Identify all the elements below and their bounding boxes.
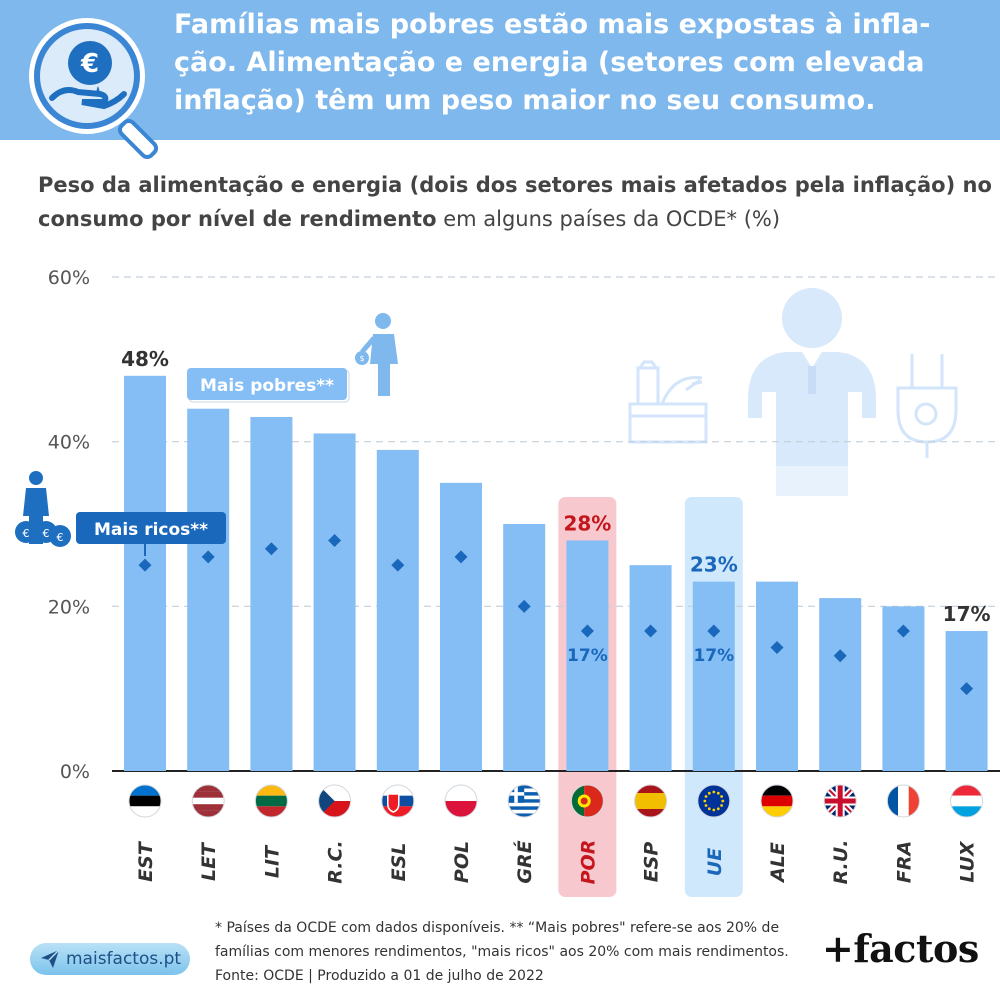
marker-fra — [896, 624, 910, 638]
data-label-ue-poor: 23% — [690, 553, 738, 577]
marker-let — [201, 550, 215, 564]
bar-est — [124, 375, 166, 771]
flag-esl-icon — [381, 784, 415, 818]
person-empty-pockets-icon — [748, 288, 876, 496]
marker-lux — [960, 682, 974, 696]
legend-box-rich — [76, 512, 226, 544]
data-label-por-poor: 28% — [563, 511, 611, 535]
flag-esp-icon — [634, 784, 668, 818]
flag-pol-icon — [444, 784, 478, 818]
svg-text:€: € — [23, 527, 30, 540]
category-label-lux: LUX — [957, 840, 979, 882]
subtitle-normal: em alguns países da OCDE* (%) — [436, 207, 781, 231]
marker-r-c — [328, 533, 342, 547]
category-label-lit: LIT — [261, 844, 283, 878]
bar-r-c — [313, 433, 356, 771]
bar-r-u — [819, 598, 862, 771]
flag-ue-icon — [697, 784, 731, 818]
y-tick-label: 60% — [48, 267, 90, 289]
flag-let-icon — [191, 784, 225, 818]
flag-lit-icon — [254, 784, 288, 818]
magnifier-euro-icon: € — [29, 18, 159, 160]
bar-por — [566, 540, 609, 771]
bar-lux — [945, 631, 988, 771]
svg-text:€: € — [43, 527, 50, 540]
category-label-r-u: R.U. — [830, 840, 852, 885]
marker-pol — [454, 550, 468, 564]
person-with-money-bag-icon: $ — [355, 313, 398, 396]
electric-plug-icon — [896, 354, 958, 458]
data-label-lux-poor: 17% — [943, 602, 991, 626]
marker-lit — [264, 542, 278, 556]
data-label-ue-rich: 17% — [693, 646, 734, 666]
category-label-ale: ALE — [767, 842, 789, 884]
bar-pol — [440, 482, 482, 771]
bar-gre — [503, 524, 546, 771]
category-label-gre: GRÉ — [513, 840, 536, 883]
paper-plane-icon — [41, 949, 60, 968]
flag-est-icon — [128, 784, 162, 818]
marker-esp — [644, 624, 658, 638]
marker-est — [138, 558, 152, 572]
marker-r-u — [833, 649, 847, 663]
bar-esl — [376, 449, 419, 771]
category-label-por: POR — [577, 840, 599, 885]
marker-esl — [391, 558, 405, 572]
category-label-r-c: R.C. — [325, 840, 347, 883]
category-label-est: EST — [135, 840, 157, 882]
flag-fra-icon — [886, 784, 920, 818]
bar-lit — [250, 416, 293, 771]
bar-esp — [629, 565, 672, 771]
legend-label-rich: Mais ricos** — [94, 520, 208, 540]
brand-logo: +factos — [822, 926, 979, 971]
bar-ue — [692, 581, 735, 771]
flag-gre-icon — [507, 784, 541, 818]
marker-ale — [770, 641, 784, 654]
flag-por-icon — [570, 784, 604, 818]
bar-let — [187, 408, 230, 771]
legend-label-poor: Mais pobres** — [200, 376, 334, 396]
bar-ale — [756, 581, 798, 771]
y-tick-label: 20% — [48, 596, 90, 618]
marker-gre — [517, 599, 531, 613]
svg-text:$: $ — [359, 354, 364, 363]
y-tick-label: 0% — [60, 761, 90, 783]
svg-text:€: € — [80, 49, 99, 79]
chart-subtitle: Peso da alimentação e energia (dois dos … — [38, 168, 998, 236]
marker-por — [580, 624, 594, 638]
marker-ue — [707, 624, 721, 638]
footnote: * Países da OCDE com dados disponíveis. … — [215, 920, 789, 984]
flag-lux-icon — [950, 784, 984, 818]
flag-r-c-icon — [318, 784, 352, 818]
rich-person-with-money-bags-icon: € € € — [15, 471, 71, 547]
y-tick-label: 40% — [48, 432, 90, 454]
category-label-pol: POL — [451, 841, 473, 883]
legend-box-poor — [187, 368, 347, 400]
data-label-por-rich: 17% — [567, 646, 608, 666]
bar-chart: 60% 40% 20% 0% 48% 28% 23% 17% 17% 17% $ € € € M… — [15, 267, 1000, 897]
category-label-esl: ESL — [388, 843, 410, 882]
category-label-let: LET — [198, 841, 220, 881]
category-label-fra: FRA — [893, 841, 915, 883]
category-label-ue: UE — [704, 848, 726, 876]
food-groceries-icon — [628, 360, 708, 444]
data-label-est-poor: 48% — [121, 347, 169, 371]
site-link[interactable]: maisfactos.pt — [30, 943, 190, 975]
header-banner: € Famílias mais pobres estão mais expost… — [0, 0, 1000, 160]
category-label-esp: ESP — [641, 842, 663, 883]
flag-r-u-icon — [823, 784, 857, 818]
headline: Famílias mais pobres estão mais expostas… — [174, 9, 931, 116]
site-label: maisfactos.pt — [66, 949, 182, 969]
svg-text:€: € — [57, 531, 64, 544]
flag-ale-icon — [760, 784, 794, 818]
subtitle-bold: Peso da alimentação e energia (dois dos … — [38, 173, 992, 231]
